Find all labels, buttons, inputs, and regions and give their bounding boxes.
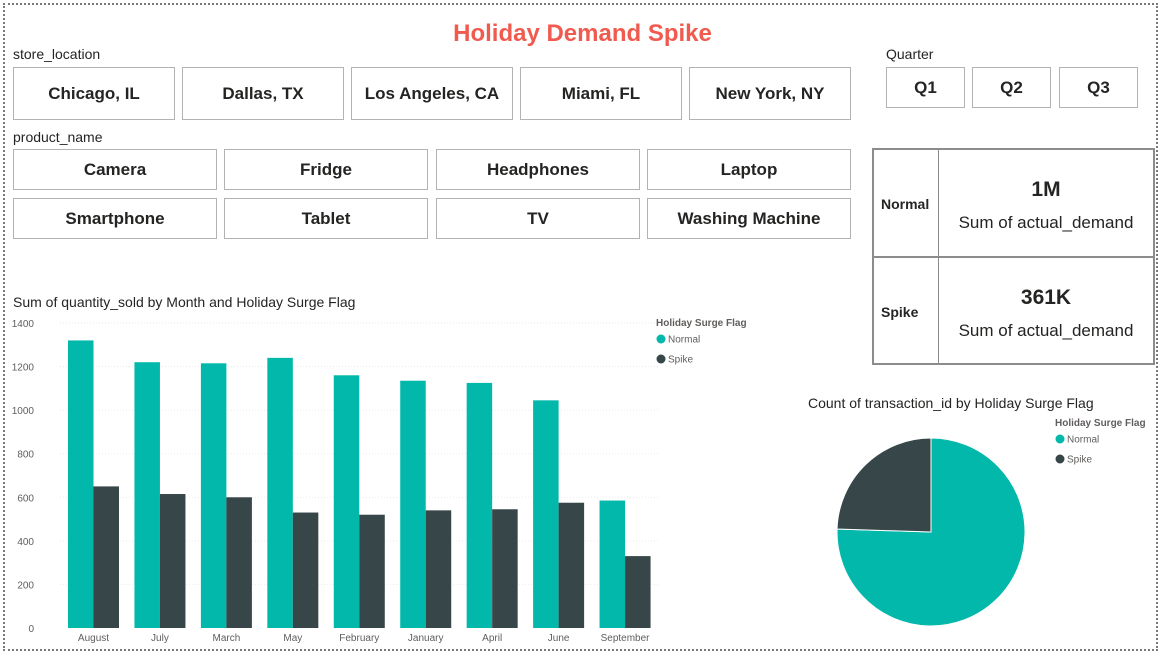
product-option-camera[interactable]: Camera	[13, 149, 217, 190]
bar-normal	[134, 362, 160, 628]
y-tick-label: 600	[17, 493, 34, 504]
product-option-tv[interactable]: TV	[436, 198, 640, 239]
store-option-los-angeles[interactable]: Los Angeles, CA	[351, 67, 513, 120]
bar-normal	[400, 380, 426, 628]
bar-normal	[200, 363, 227, 628]
store-option-chicago[interactable]: Chicago, IL	[13, 67, 175, 120]
pie-slice-normal	[836, 437, 1026, 627]
x-tick-label: September	[601, 633, 651, 644]
product-option-tablet[interactable]: Tablet	[224, 198, 428, 239]
card-label-spike: Spike	[881, 304, 919, 320]
card-value-normal: 1M	[1031, 178, 1061, 201]
legend-marker-spike	[1055, 454, 1065, 464]
quarter-option-q3[interactable]: Q3	[1059, 67, 1138, 108]
x-tick-label: February	[339, 633, 379, 644]
y-tick-label: 1000	[12, 406, 35, 417]
x-tick-label: May	[283, 633, 302, 644]
bar-spike	[625, 556, 651, 628]
bar-normal	[333, 375, 360, 628]
legend-title: Holiday Surge Flag	[656, 318, 747, 329]
x-tick-label: January	[408, 633, 444, 644]
card-label-normal: Normal	[881, 196, 930, 212]
legend-label: Normal	[1067, 435, 1099, 446]
y-tick-label: 1400	[12, 319, 35, 330]
bar-spike	[226, 497, 252, 628]
bar-spike	[159, 494, 186, 628]
pie-legend: Holiday Surge Flag Normal Spike	[1055, 418, 1146, 466]
card-divider-horizontal	[874, 256, 1153, 258]
actual-demand-card-matrix: Normal 1M Sum of actual_demand Spike 361…	[872, 148, 1155, 365]
quarter-option-q2[interactable]: Q2	[972, 67, 1051, 108]
pie-chart: Holiday Surge Flag Normal Spike	[836, 418, 1146, 627]
bar-spike	[93, 486, 119, 628]
store-location-slicer-label: store_location	[13, 46, 101, 62]
bar-normal	[267, 357, 293, 628]
y-tick-label: 0	[28, 624, 34, 635]
legend-label: Spike	[668, 355, 693, 366]
report-frame	[3, 3, 1158, 651]
legend-marker-spike	[656, 354, 666, 364]
bar-normal	[68, 340, 94, 628]
legend-marker-normal	[1055, 434, 1065, 444]
pie-slice-spike	[836, 437, 932, 533]
page-title: Holiday Demand Spike	[453, 20, 712, 47]
bar-chart: 0 200 400 600 800 1000 1200 1400 August July March…	[12, 318, 747, 644]
store-option-miami[interactable]: Miami, FL	[520, 67, 682, 120]
legend-title: Holiday Surge Flag	[1055, 418, 1146, 429]
quarter-slicer-label: Quarter	[886, 46, 934, 62]
store-option-dallas[interactable]: Dallas, TX	[182, 67, 344, 120]
product-name-slicer-label: product_name	[13, 129, 103, 145]
card-caption-normal: Sum of actual_demand	[958, 213, 1134, 232]
bar-spike	[359, 514, 385, 628]
legend-label: Spike	[1067, 455, 1092, 466]
bar-legend: Holiday Surge Flag Normal Spike	[656, 318, 747, 366]
bar-chart-title: Sum of quantity_sold by Month and Holida…	[13, 294, 356, 310]
x-tick-label: August	[78, 633, 109, 644]
bar-normal	[466, 382, 493, 628]
legend-marker-normal	[656, 334, 666, 344]
product-option-smartphone[interactable]: Smartphone	[13, 198, 217, 239]
x-tick-label: April	[482, 633, 502, 644]
product-option-headphones[interactable]: Headphones	[436, 149, 640, 190]
bar-spike	[425, 510, 452, 628]
bar-normal	[533, 400, 559, 628]
card-caption-spike: Sum of actual_demand	[958, 321, 1134, 340]
x-tick-label: July	[151, 633, 169, 644]
bar-normal	[599, 500, 626, 628]
product-option-fridge[interactable]: Fridge	[224, 149, 428, 190]
x-tick-label: June	[548, 633, 570, 644]
product-option-laptop[interactable]: Laptop	[647, 149, 851, 190]
legend-label: Normal	[668, 335, 700, 346]
quarter-option-q1[interactable]: Q1	[886, 67, 965, 108]
pie-chart-title: Count of transaction_id by Holiday Surge…	[808, 395, 1094, 411]
product-option-washing-machine[interactable]: Washing Machine	[647, 198, 851, 239]
card-value-spike: 361K	[1020, 286, 1072, 309]
bar-spike	[492, 509, 518, 628]
x-tick-label: March	[212, 633, 240, 644]
bar-spike	[292, 512, 319, 628]
y-tick-label: 800	[17, 450, 34, 461]
y-tick-label: 400	[17, 537, 34, 548]
store-option-new-york[interactable]: New York, NY	[689, 67, 851, 120]
bar-spike	[558, 502, 585, 628]
y-tick-label: 1200	[12, 363, 35, 374]
y-tick-label: 200	[17, 580, 34, 591]
